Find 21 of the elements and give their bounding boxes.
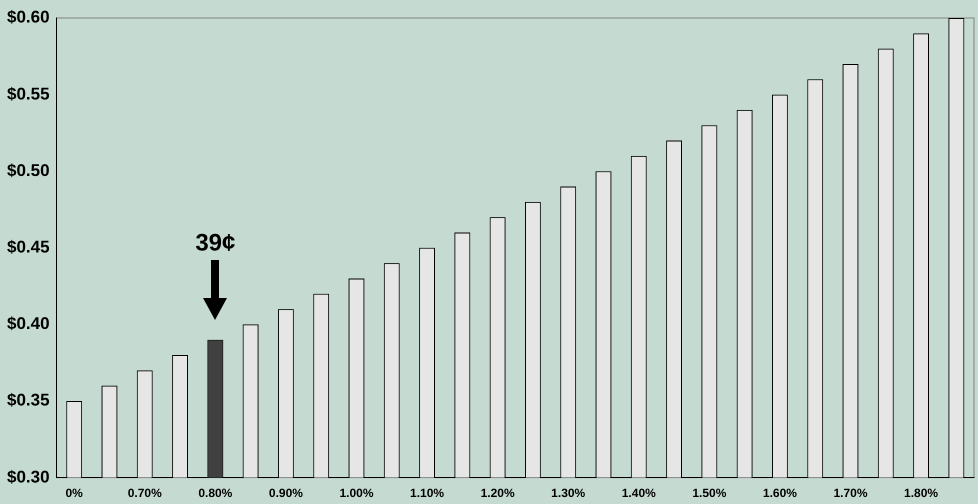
- y-tick-label: $0.35: [6, 390, 50, 410]
- y-tick-label: $0.40: [6, 314, 50, 334]
- x-tick-label: 1.20%: [480, 486, 515, 500]
- x-tick-label: 1.00%: [339, 486, 374, 500]
- y-tick-label: $0.60: [6, 8, 50, 27]
- x-tick-label: 0.70%: [128, 486, 162, 500]
- x-tick-label: 1.70%: [833, 486, 868, 500]
- x-tick-label: 0.80%: [198, 486, 233, 500]
- x-tick-label: 0%: [66, 486, 84, 500]
- annotation: 39¢: [195, 229, 236, 256]
- x-tick-label: 1.50%: [692, 486, 727, 500]
- x-tick-label: 1.40%: [622, 486, 656, 500]
- x-tick-label: 1.10%: [410, 486, 444, 500]
- y-tick-label: $0.30: [6, 467, 50, 486]
- x-tick-label: 1.60%: [762, 486, 798, 500]
- x-tick-label: 1.30%: [551, 486, 586, 500]
- y-tick-label: $0.55: [6, 84, 50, 104]
- x-tick-label: 1.80%: [904, 486, 938, 500]
- y-tick-label: $0.45: [6, 237, 50, 256]
- x-tick-label: 0.90%: [268, 486, 304, 500]
- y-tick-label: $0.50: [6, 160, 50, 180]
